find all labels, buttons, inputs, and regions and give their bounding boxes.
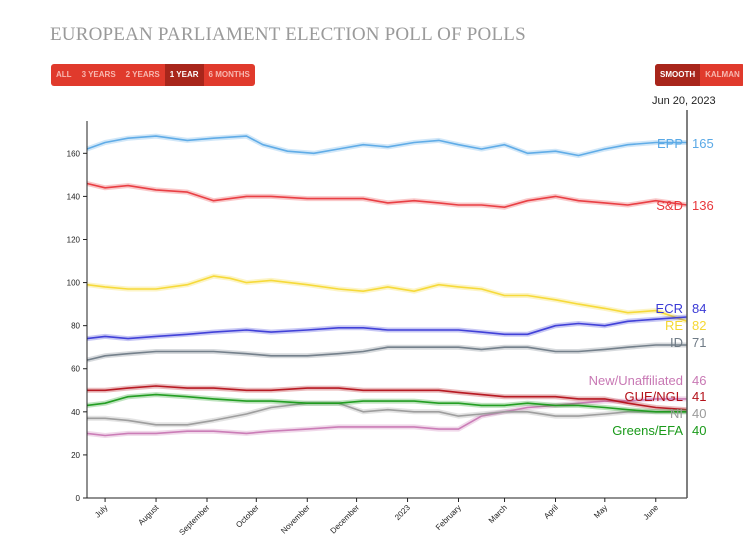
series-line-epp[interactable] xyxy=(86,135,687,157)
end-label-value-s-d: 136 xyxy=(692,198,714,213)
end-label-value-epp: 165 xyxy=(692,136,714,151)
end-label-value-gue-ngl: 41 xyxy=(692,389,706,404)
range-3-years-button[interactable]: 3 YEARS xyxy=(81,70,116,79)
series-line-re[interactable] xyxy=(86,275,688,323)
page-title: EUROPEAN PARLIAMENT ELECTION POLL OF POL… xyxy=(50,24,526,45)
end-label-value-id: 71 xyxy=(692,335,706,350)
y-tick-label: 0 xyxy=(76,494,81,503)
x-tick-label: July xyxy=(93,503,109,519)
range-2-years-button[interactable]: 2 YEARS xyxy=(125,70,160,79)
x-tick-label: October xyxy=(234,503,261,530)
x-tick-label: June xyxy=(642,503,661,522)
y-tick-label: 100 xyxy=(67,279,81,288)
range-all-button[interactable]: ALL xyxy=(56,70,72,79)
series-line-ni[interactable] xyxy=(87,402,687,426)
end-label-name-gue-ngl: GUE/NGL xyxy=(624,389,683,404)
smooth-button[interactable]: SMOOTH xyxy=(655,64,701,86)
series-line-new-unaffiliated[interactable] xyxy=(86,398,687,437)
time-range-selector: ALL 3 YEARS 2 YEARS 1 YEAR 6 MONTHS xyxy=(51,64,255,86)
y-tick-label: 160 xyxy=(67,149,81,158)
x-tick-label: April xyxy=(542,503,560,521)
x-tick-label: December xyxy=(329,503,362,536)
range-1-year-button[interactable]: 1 YEAR xyxy=(164,64,204,86)
end-label-name-ecr: ECR xyxy=(656,301,683,316)
series-line-ecr[interactable] xyxy=(86,316,688,340)
series-layer xyxy=(86,133,688,438)
y-tick-label: 60 xyxy=(71,365,80,374)
kalman-button[interactable]: KALMAN xyxy=(705,70,740,79)
end-label-name-id: ID xyxy=(670,335,683,350)
end-label-value-ecr: 84 xyxy=(692,301,706,316)
series-line-greens-efa[interactable] xyxy=(86,393,687,413)
end-label-value-new-unaffiliated: 46 xyxy=(692,373,706,388)
series-band-re xyxy=(86,273,688,324)
y-tick-label: 20 xyxy=(71,451,80,460)
end-label-layer: EPP 165 S&D 136 RE 82 ECR 84 ID 71 New/Unaffiliate… xyxy=(589,136,714,438)
end-label-value-ni: 40 xyxy=(692,406,706,421)
x-tick-label: May xyxy=(592,503,609,520)
range-6-months-button[interactable]: 6 MONTHS xyxy=(208,70,250,79)
x-tick-label: February xyxy=(434,503,463,532)
y-tick-label: 140 xyxy=(67,192,81,201)
end-label-name-new-unaffiliated: New/Unaffiliated xyxy=(589,373,683,388)
y-tick-label: 40 xyxy=(71,408,80,417)
smoothing-mode-selector: SMOOTH KALMAN xyxy=(655,64,743,86)
x-tick-label: November xyxy=(279,503,312,536)
series-band-s-d xyxy=(86,181,688,210)
current-date-label: Jun 20, 2023 xyxy=(652,95,716,107)
series-line-s-d[interactable] xyxy=(86,182,688,208)
end-label-value-re: 82 xyxy=(692,318,706,333)
end-label-name-ni: NI xyxy=(670,406,683,421)
x-tick-label: August xyxy=(136,503,161,528)
end-label-name-re: RE xyxy=(665,318,683,333)
series-line-gue-ngl[interactable] xyxy=(87,385,688,411)
end-label-value-greens-efa: 40 xyxy=(692,423,706,438)
end-label-name-epp: EPP xyxy=(657,136,683,151)
y-tick-label: 80 xyxy=(71,322,80,331)
x-tick-label: March xyxy=(487,503,509,525)
end-label-name-s-d: S&D xyxy=(656,198,683,213)
x-tick-label: September xyxy=(177,503,211,537)
end-label-name-greens-efa: Greens/EFA xyxy=(612,423,683,438)
x-tick-label: 2023 xyxy=(393,503,412,522)
y-tick-label: 120 xyxy=(67,235,81,244)
series-line-id[interactable] xyxy=(86,344,687,361)
